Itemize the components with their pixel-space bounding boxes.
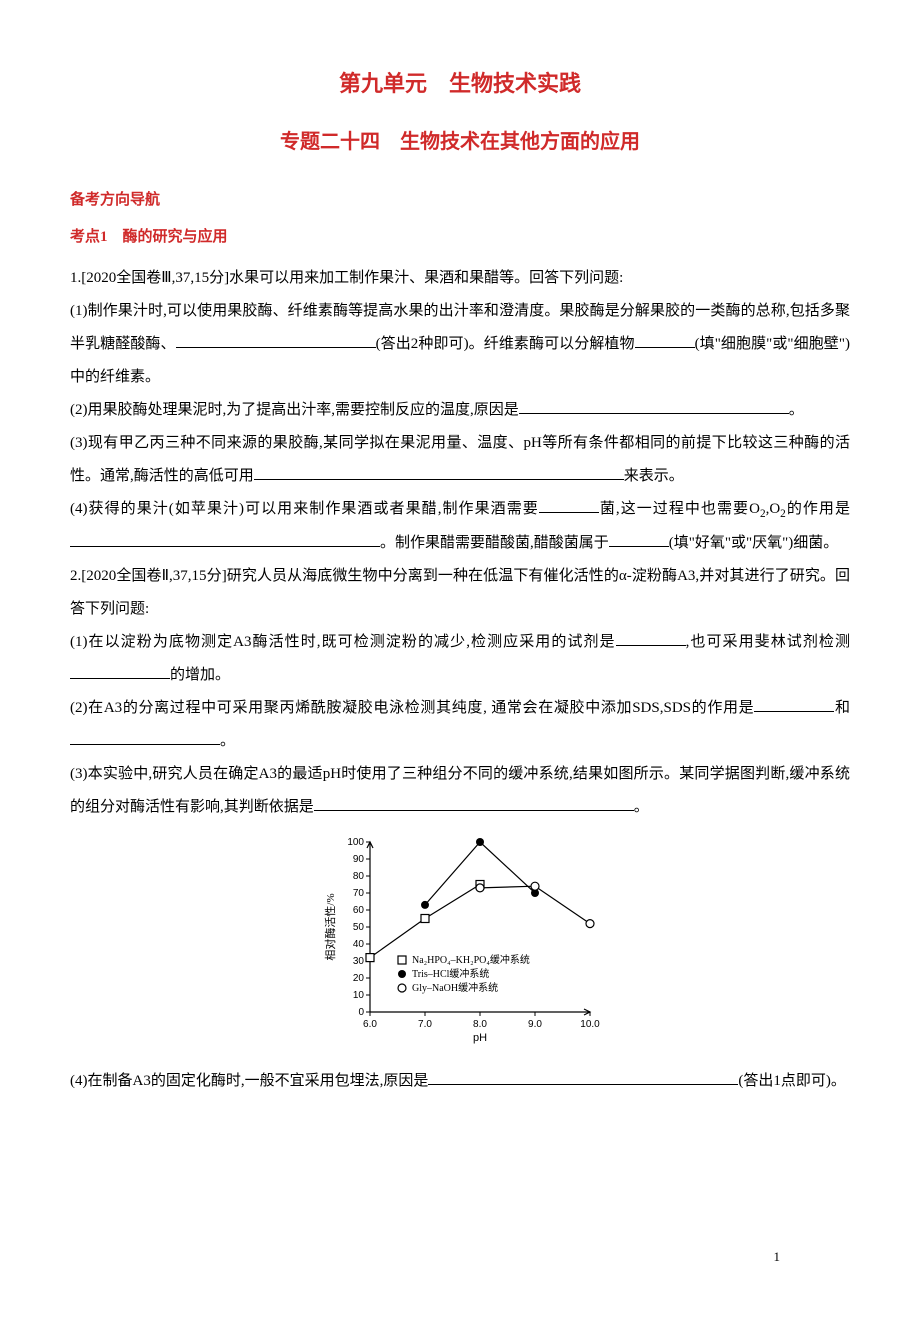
- blank: [70, 744, 220, 745]
- svg-text:10: 10: [353, 990, 365, 1001]
- q2-2-a: (2)在A3的分离过程中可采用聚丙烯酰胺凝胶电泳检测其纯度, 通常会在凝胶中添加…: [70, 700, 754, 716]
- blank: [428, 1084, 738, 1085]
- q2-3-a: (3)本实验中,研究人员在确定A3的最适pH时使用了三种组分不同的缓冲系统,结果…: [70, 766, 850, 815]
- nav-heading: 备考方向导航: [70, 184, 850, 217]
- q1-1-b: (答出2种即可)。纤维素酶可以分解植物: [376, 336, 635, 352]
- blank: [70, 546, 380, 547]
- q1-3-a: (3)现有甲乙丙三种不同来源的果胶酶,某同学拟在果泥用量、温度、pH等所有条件都…: [70, 435, 850, 484]
- q1-2-b: 。: [789, 402, 804, 418]
- topic-heading: 考点1 酶的研究与应用: [70, 221, 850, 254]
- enzyme-activity-chart: 0 10 20 30 40 50 60 70 80 90 100 6.0 7.0 8.0 9.0 10.0 pH…: [320, 834, 600, 1044]
- q2-1-c: 的增加。: [170, 667, 230, 683]
- svg-text:8.0: 8.0: [473, 1019, 487, 1030]
- blank: [176, 347, 376, 348]
- blank: [609, 546, 669, 547]
- q1-3-b: 来表示。: [624, 468, 684, 484]
- svg-text:80: 80: [353, 871, 365, 882]
- q1-3: (3)现有甲乙丙三种不同来源的果胶酶,某同学拟在果泥用量、温度、pH等所有条件都…: [70, 427, 850, 493]
- blank: [314, 810, 634, 811]
- q1-4-a: (4)获得的果汁(如苹果汁)可以用来制作果酒或者果醋,制作果酒需要: [70, 501, 539, 517]
- q2-4-a: (4)在制备A3的固定化酶时,一般不宜采用包埋法,原因是: [70, 1073, 428, 1089]
- svg-text:50: 50: [353, 922, 365, 933]
- q1-4: (4)获得的果汁(如苹果汁)可以用来制作果酒或者果醋,制作果酒需要 菌,这一过程中…: [70, 493, 850, 560]
- blank: [754, 711, 834, 712]
- svg-text:30: 30: [353, 956, 365, 967]
- blank: [70, 678, 170, 679]
- q2-3: (3)本实验中,研究人员在确定A3的最适pH时使用了三种组分不同的缓冲系统,结果…: [70, 758, 850, 824]
- svg-text:相对酶活性/%: 相对酶活性/%: [323, 894, 337, 961]
- q1-2-a: (2)用果胶酶处理果泥时,为了提高出汁率,需要控制反应的温度,原因是: [70, 402, 519, 418]
- svg-text:60: 60: [353, 905, 365, 916]
- svg-text:7.0: 7.0: [418, 1019, 432, 1030]
- svg-text:10.0: 10.0: [580, 1019, 600, 1030]
- svg-text:0: 0: [358, 1007, 364, 1018]
- q2-4-b: (答出1点即可)。: [738, 1073, 846, 1089]
- topic-title: 专题二十四 生物技术在其他方面的应用: [70, 120, 850, 164]
- blank: [254, 479, 624, 480]
- page-number: 1: [774, 1243, 781, 1272]
- chart-container: 0 10 20 30 40 50 60 70 80 90 100 6.0 7.0 8.0 9.0 10.0 pH…: [70, 834, 850, 1057]
- blank: [635, 347, 695, 348]
- q1-4-b2: ,O: [766, 501, 781, 517]
- q1-1: (1)制作果汁时,可以使用果胶酶、纤维素酶等提高水果的出汁率和澄清度。果胶酶是分…: [70, 295, 850, 394]
- svg-text:Na₂HPO₄–KH₂PO₄缓冲系统: Na₂HPO₄–KH₂PO₄缓冲系统: [412, 953, 530, 966]
- svg-text:90: 90: [353, 854, 365, 865]
- svg-text:70: 70: [353, 888, 365, 899]
- svg-text:Gly–NaOH缓冲系统: Gly–NaOH缓冲系统: [412, 981, 498, 994]
- q1-4-d: (填"好氧"或"厌氧")细菌。: [669, 535, 838, 551]
- q1-2: (2)用果胶酶处理果泥时,为了提高出汁率,需要控制反应的温度,原因是 。: [70, 394, 850, 427]
- blank: [616, 645, 686, 646]
- svg-text:Tris–HCl缓冲系统: Tris–HCl缓冲系统: [412, 967, 489, 980]
- q2-stem: 2.[2020全国卷Ⅱ,37,15分]研究人员从海底微生物中分离到一种在低温下有…: [70, 560, 850, 626]
- svg-text:6.0: 6.0: [363, 1019, 377, 1030]
- q2-2-b: 和: [834, 700, 850, 716]
- q2-2-c: 。: [220, 733, 235, 749]
- q2-1-a: (1)在以淀粉为底物测定A3酶活性时,既可检测淀粉的减少,检测应采用的试剂是: [70, 634, 616, 650]
- svg-text:20: 20: [353, 973, 365, 984]
- q2-2: (2)在A3的分离过程中可采用聚丙烯酰胺凝胶电泳检测其纯度, 通常会在凝胶中添加…: [70, 692, 850, 758]
- q2-1-b: ,也可采用斐林试剂检测: [686, 634, 850, 650]
- q2-4: (4)在制备A3的固定化酶时,一般不宜采用包埋法,原因是 (答出1点即可)。: [70, 1065, 850, 1098]
- q2-3-b: 。: [634, 799, 649, 815]
- svg-text:pH: pH: [473, 1032, 487, 1044]
- unit-title: 第九单元 生物技术实践: [70, 60, 850, 108]
- q1-stem: 1.[2020全国卷Ⅲ,37,15分]水果可以用来加工制作果汁、果酒和果醋等。回…: [70, 262, 850, 295]
- q1-4-b: 菌,这一过程中也需要O: [599, 501, 760, 517]
- q1-4-b3: 的作用是: [786, 501, 850, 517]
- svg-text:9.0: 9.0: [528, 1019, 542, 1030]
- svg-text:40: 40: [353, 939, 365, 950]
- q1-4-c: 。制作果醋需要醋酸菌,醋酸菌属于: [380, 535, 609, 551]
- blank: [539, 512, 599, 513]
- q2-1: (1)在以淀粉为底物测定A3酶活性时,既可检测淀粉的减少,检测应采用的试剂是 ,也…: [70, 626, 850, 692]
- svg-text:100: 100: [347, 837, 364, 848]
- blank: [519, 413, 789, 414]
